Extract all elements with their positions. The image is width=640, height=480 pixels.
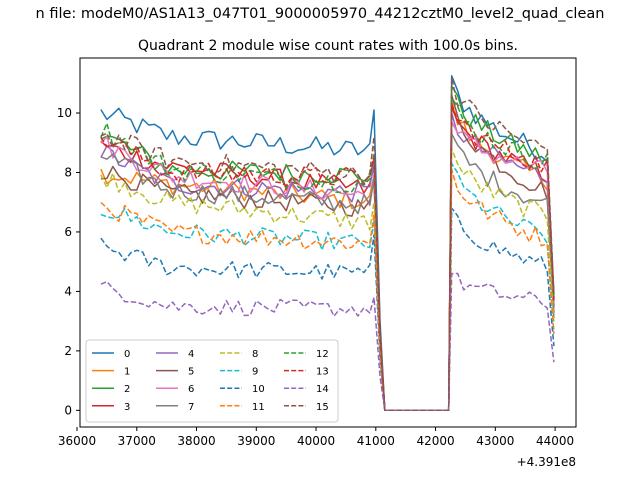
- legend-label: 13: [316, 367, 329, 378]
- chart-title: Quadrant 2 module wise count rates with …: [138, 38, 518, 54]
- series-line-10: [100, 207, 555, 412]
- x-tick-label: 39000: [237, 434, 275, 448]
- legend-label: 7: [188, 402, 194, 413]
- x-tick-label: 37000: [118, 434, 156, 448]
- series-line-12: [100, 97, 555, 412]
- x-tick-label: 38000: [177, 434, 215, 448]
- series-line-15: [100, 76, 555, 412]
- x-tick-label: 43000: [476, 434, 514, 448]
- legend-label: 10: [252, 384, 265, 395]
- x-tick-label: 42000: [416, 434, 454, 448]
- legend-label: 4: [188, 349, 194, 360]
- x-axis-offset-label: +4.391e8: [517, 455, 576, 469]
- legend-label: 11: [252, 402, 265, 413]
- y-tick-label: 0: [64, 403, 72, 417]
- y-axis: 0 2 4 6 8 10: [57, 106, 80, 417]
- y-tick-label: 4: [64, 284, 72, 298]
- y-tick-label: 2: [64, 344, 72, 358]
- x-tick-label: 40000: [297, 434, 335, 448]
- series-line-7: [100, 133, 555, 412]
- series-line-14: [100, 272, 555, 412]
- legend-label: 8: [252, 349, 258, 360]
- series-line-4: [100, 112, 555, 412]
- y-tick-label: 8: [64, 165, 72, 179]
- x-tick-label: 36000: [58, 434, 96, 448]
- legend-label: 12: [316, 349, 329, 360]
- legend-label: 0: [124, 349, 130, 360]
- legend-label: 1: [124, 367, 130, 378]
- legend-label: 3: [124, 402, 130, 413]
- legend-label: 6: [188, 384, 194, 395]
- legend-label: 5: [188, 367, 194, 378]
- x-tick-label: 44000: [536, 434, 574, 448]
- legend-label: 14: [316, 384, 329, 395]
- legend-label: 15: [316, 402, 329, 413]
- y-tick-label: 6: [64, 225, 72, 239]
- legend-box: [85, 339, 339, 423]
- series-line-6: [100, 121, 555, 412]
- x-tick-label: 41000: [357, 434, 395, 448]
- series-line-11: [100, 168, 555, 412]
- series-line-9: [100, 162, 555, 412]
- series-line-13: [100, 103, 555, 412]
- y-tick-label: 10: [57, 106, 72, 120]
- series-line-0: [100, 75, 555, 412]
- series-line-3: [100, 106, 555, 412]
- axes-frame: [79, 57, 577, 428]
- legend-label: 2: [124, 384, 130, 395]
- x-axis: 36000 37000 38000 39000 40000 41000 42000 43000…: [58, 427, 574, 448]
- figure-suptitle: n file: modeM0/AS1A13_047T01_9000005970_…: [35, 6, 605, 22]
- legend-label: 9: [252, 367, 258, 378]
- plot-lines: [100, 75, 555, 412]
